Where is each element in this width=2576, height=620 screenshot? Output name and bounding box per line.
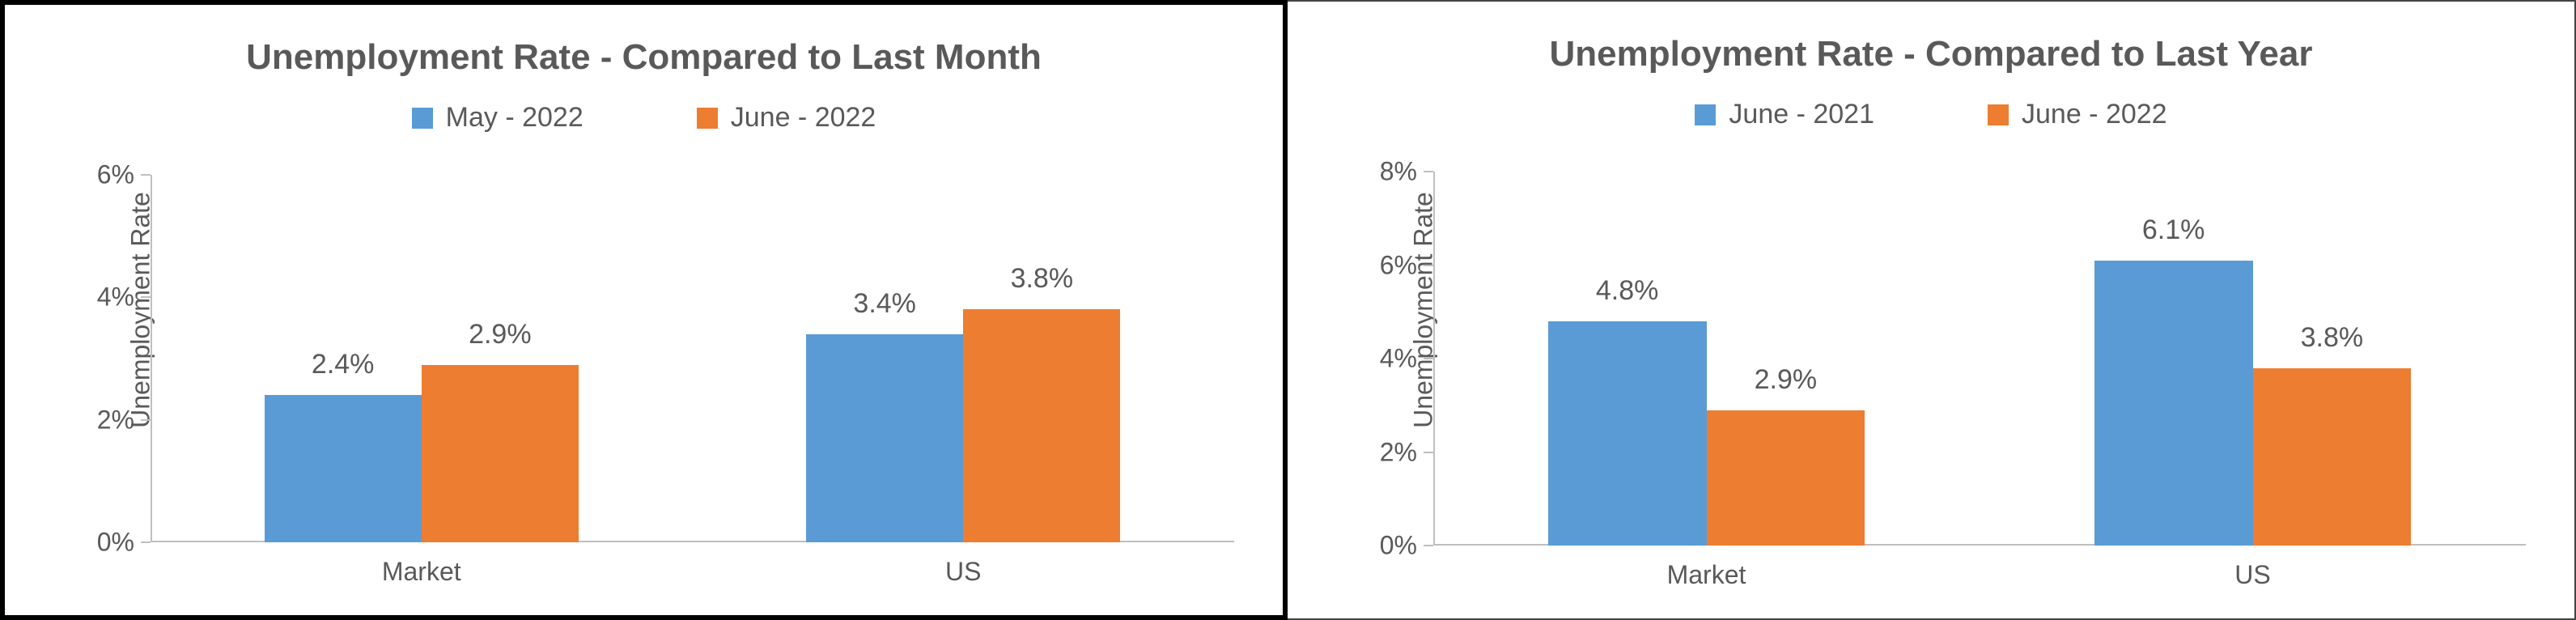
bar [806,334,963,542]
y-tick-label: 8% [1380,157,1417,187]
y-tick-label: 4% [1380,344,1417,374]
plot-area: 0%2%4%6%8%Market4.8%2.9%US6.1%3.8% [1433,172,2526,546]
bar [2253,368,2412,546]
bar-value-label: 2.4% [312,349,375,380]
bar [963,309,1120,542]
y-axis-line [151,175,152,542]
chart-panel-year: Unemployment Rate - Compared to Last Yea… [1288,0,2576,620]
y-tick-label: 0% [1380,531,1417,561]
legend-item: May - 2022 [412,102,584,134]
y-tick-mark [1424,358,1433,359]
legend-swatch-icon [412,108,433,129]
legend-label: June - 2022 [2022,99,2167,130]
bar-value-label: 3.4% [853,288,916,320]
bar [265,395,422,542]
y-tick-label: 4% [97,282,134,312]
legend-item: June - 2022 [1988,99,2167,130]
chart-title: Unemployment Rate - Compared to Last Mon… [5,37,1283,78]
x-category-label: Market [1667,560,1746,590]
y-tick-label: 0% [97,528,134,558]
legend: May - 2022 June - 2022 [5,102,1283,134]
legend-item: June - 2021 [1695,99,1874,130]
legend-item: June - 2022 [697,102,876,134]
y-tick-mark [141,174,151,176]
legend-swatch-icon [697,108,718,129]
legend-label: June - 2021 [1729,99,1874,130]
y-tick-mark [141,296,151,298]
x-category-label: Market [382,557,461,587]
y-tick-mark [141,419,151,421]
y-tick-mark [1424,545,1433,546]
y-tick-mark [1424,452,1433,453]
bar-value-label: 3.8% [2301,322,2364,354]
bar [1707,410,1865,546]
bar [422,365,579,542]
bar [2094,261,2253,546]
x-category-label: US [945,557,981,587]
bar-value-label: 3.8% [1011,263,1074,295]
bar-value-label: 2.9% [1755,364,1818,396]
y-axis-line [1433,172,1435,546]
legend-swatch-icon [1695,104,1716,125]
bar-value-label: 2.9% [469,319,532,350]
bar-value-label: 6.1% [2142,214,2205,246]
y-tick-label: 6% [1380,250,1417,280]
chart-title: Unemployment Rate - Compared to Last Yea… [1288,34,2574,74]
bar-value-label: 4.8% [1596,275,1659,307]
y-tick-label: 2% [97,405,134,435]
bar [1548,321,1707,546]
y-tick-label: 6% [97,160,134,190]
legend-label: May - 2022 [446,102,584,134]
legend-label: June - 2022 [731,102,876,134]
y-tick-mark [1424,265,1433,266]
legend: June - 2021 June - 2022 [1288,99,2574,130]
x-category-label: US [2234,560,2270,590]
y-tick-label: 2% [1380,437,1417,467]
plot-area: 0%2%4%6%Market2.4%2.9%US3.4%3.8% [151,175,1234,542]
y-tick-mark [141,541,151,543]
chart-panel-month: Unemployment Rate - Compared to Last Mon… [0,0,1288,620]
legend-swatch-icon [1988,104,2009,125]
y-tick-mark [1424,171,1433,172]
